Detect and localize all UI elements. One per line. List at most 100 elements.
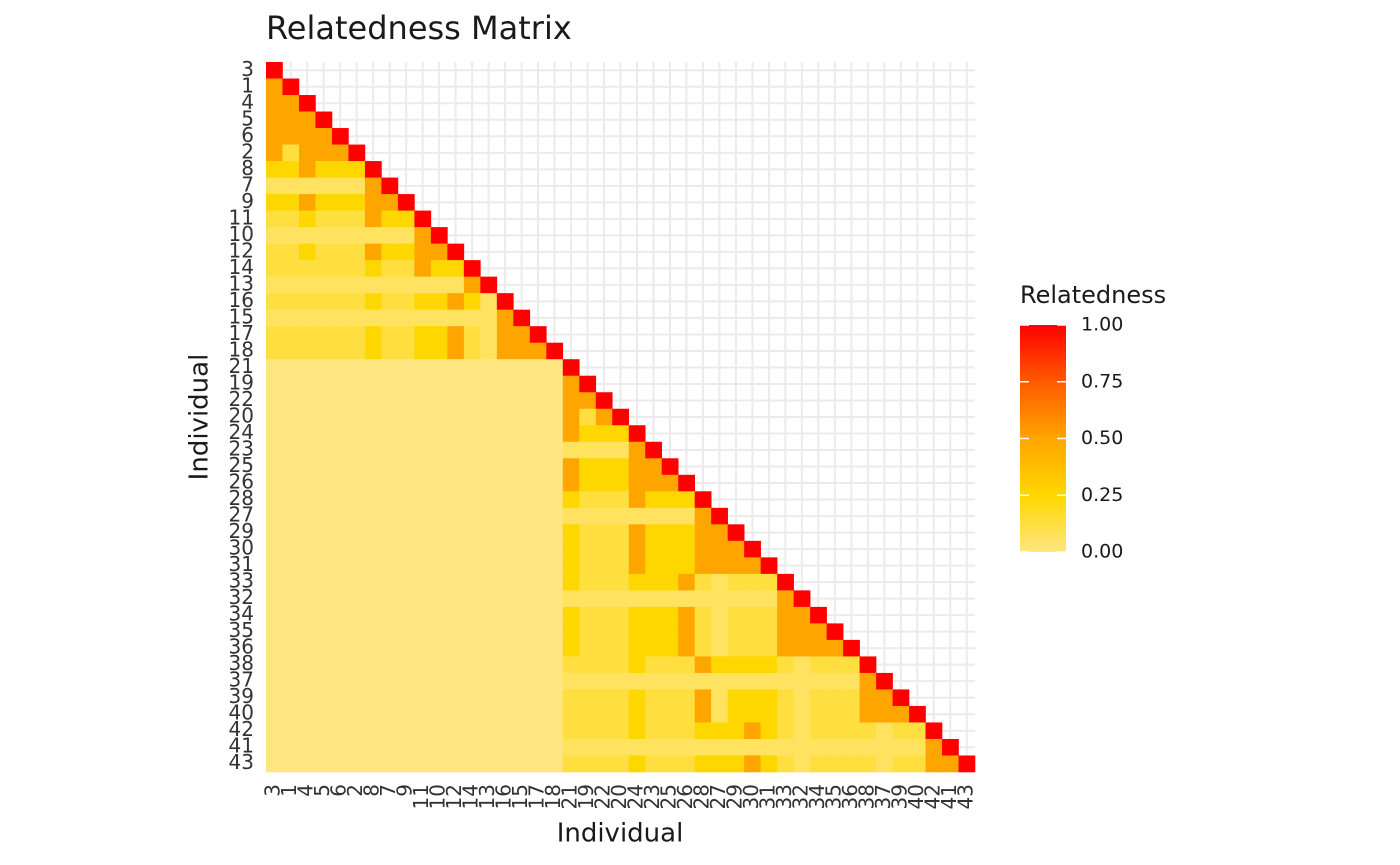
- cell: [282, 243, 300, 261]
- cell: [430, 408, 448, 426]
- cell: [628, 540, 646, 558]
- cell: [496, 326, 514, 343]
- y-tick-label: 3: [241, 57, 254, 81]
- y-tick-label: 4: [241, 90, 254, 114]
- cell: [414, 359, 432, 377]
- cell: [645, 557, 663, 575]
- cell: [678, 573, 695, 591]
- cell: [298, 491, 316, 509]
- cell: [562, 524, 580, 542]
- cell: [496, 474, 514, 492]
- cell: [381, 260, 399, 277]
- cell: [397, 326, 415, 343]
- cell: [447, 392, 465, 410]
- cell: [348, 738, 366, 756]
- cell: [513, 573, 531, 591]
- cell: [645, 458, 663, 476]
- cell: [793, 623, 811, 641]
- cell: [331, 342, 349, 360]
- cell: [678, 672, 695, 690]
- cell: [595, 441, 613, 459]
- cell: [826, 755, 844, 773]
- cell: [348, 491, 366, 509]
- cell: [628, 524, 646, 542]
- cell: [628, 458, 646, 476]
- cell: [447, 408, 465, 426]
- cell: [282, 111, 300, 129]
- cell: [678, 689, 695, 707]
- cell: [496, 293, 514, 310]
- cell: [364, 705, 382, 723]
- cell: [315, 359, 333, 377]
- cell: [298, 656, 316, 674]
- cell: [364, 524, 382, 542]
- cell: [298, 359, 316, 377]
- cell: [678, 639, 695, 657]
- cell: [595, 722, 613, 740]
- cell: [266, 590, 283, 608]
- cell: [381, 606, 399, 624]
- cell: [282, 342, 300, 360]
- cell: [331, 623, 349, 641]
- y-tick-label: 18: [229, 337, 254, 361]
- cell: [266, 359, 283, 377]
- x-tick-label: 22: [591, 784, 615, 809]
- cell: [414, 755, 432, 773]
- legend-tick-label: 0.00: [1081, 541, 1123, 563]
- cell: [381, 425, 399, 443]
- cell: [463, 458, 481, 476]
- cell: [612, 623, 630, 641]
- cell: [843, 689, 860, 707]
- cell: [282, 458, 300, 476]
- cell: [282, 408, 300, 426]
- cell: [480, 474, 498, 492]
- cell: [348, 260, 366, 277]
- cell: [661, 656, 679, 674]
- y-tick-label: 39: [229, 684, 254, 708]
- cell: [529, 507, 547, 525]
- cell: [678, 590, 695, 608]
- cell: [480, 656, 498, 674]
- x-tick-label: 11: [409, 784, 433, 809]
- cell: [331, 441, 349, 459]
- cell: [266, 672, 283, 690]
- cell: [513, 623, 531, 641]
- cell: [430, 639, 448, 657]
- cell: [480, 408, 498, 426]
- cell: [496, 342, 514, 360]
- cell: [397, 227, 415, 244]
- cell: [777, 672, 794, 690]
- cell: [793, 705, 811, 723]
- cell: [397, 276, 415, 294]
- cell: [496, 359, 514, 377]
- cell: [348, 326, 366, 343]
- cell: [612, 524, 630, 542]
- x-tick-label: 31: [755, 784, 779, 809]
- cell: [397, 755, 415, 773]
- cell: [661, 639, 679, 657]
- cell: [810, 606, 827, 624]
- cell: [546, 524, 564, 542]
- cell: [315, 293, 333, 310]
- cell: [266, 689, 283, 707]
- cell: [546, 375, 564, 393]
- x-tick-label: 3: [261, 784, 285, 797]
- cell: [266, 260, 283, 277]
- cell: [463, 392, 481, 410]
- cell: [579, 639, 597, 657]
- cell: [727, 705, 745, 723]
- cell: [397, 260, 415, 277]
- x-tick-label: 24: [623, 784, 647, 809]
- y-tick-label: 41: [229, 734, 254, 758]
- cell: [381, 623, 399, 641]
- cell: [529, 557, 547, 575]
- cell: [876, 705, 893, 723]
- cell: [331, 375, 349, 393]
- cell: [694, 639, 712, 657]
- cell: [777, 639, 794, 657]
- cell: [595, 425, 613, 443]
- cell: [266, 177, 283, 195]
- y-tick-label: 19: [229, 370, 254, 394]
- cell: [364, 425, 382, 443]
- cell: [266, 557, 283, 575]
